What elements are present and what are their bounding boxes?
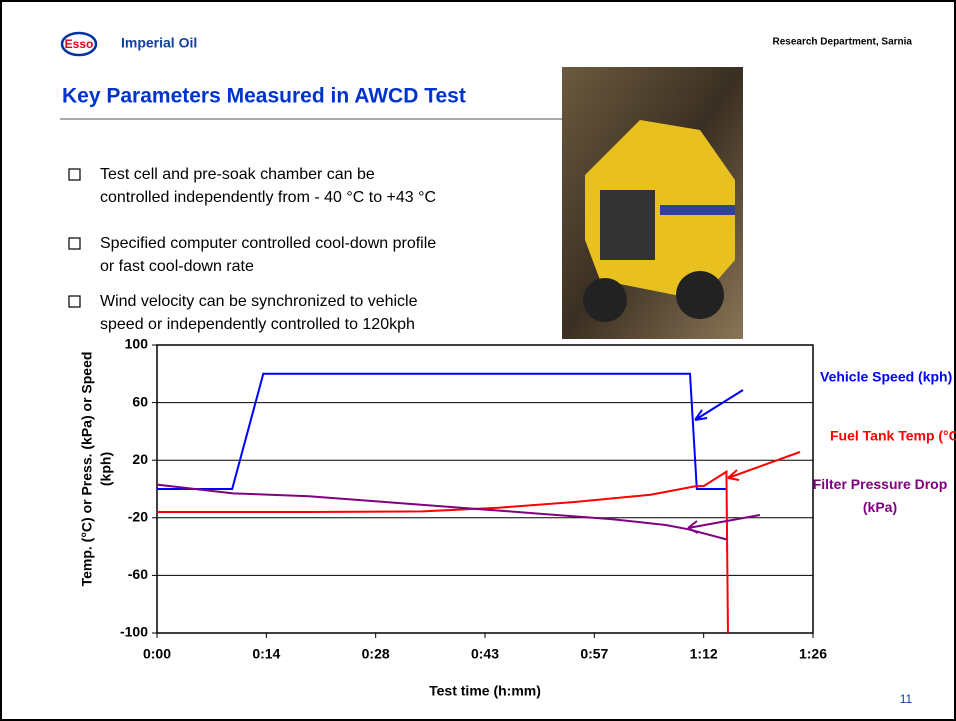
department: Research Department, Sarnia — [772, 37, 912, 48]
y-tick-label: 100 — [125, 336, 149, 352]
y-tick-label: -100 — [120, 624, 148, 640]
checkbox — [68, 168, 81, 181]
x-tick-label: 0:28 — [362, 646, 390, 662]
annotation-arrows — [687, 389, 801, 534]
x-axis-title: Test time (h:mm) — [429, 683, 541, 699]
bullet-text: speed or independently controlled to 120… — [100, 316, 415, 333]
chart: -100 -60 -20 20 60 100 0:00 0:14 0:28 0:43 0:57 1:1… — [79, 336, 956, 699]
y-tick-label: 60 — [132, 393, 148, 409]
legend-label: Vehicle Speed (kph) — [820, 369, 952, 385]
slide-title: Key Parameters Measured in AWCD Test — [62, 85, 466, 108]
series-line — [157, 469, 729, 634]
y-tick-label: -20 — [128, 509, 148, 525]
page-number: 11 — [900, 692, 913, 706]
y-axis-title: (kph) — [98, 452, 114, 486]
bullet-text: or fast cool-down rate — [100, 258, 254, 275]
checkbox — [68, 295, 81, 308]
x-tick-label: 0:43 — [471, 646, 499, 662]
bullet-text: Wind velocity can be synchronized to veh… — [100, 293, 418, 310]
x-tick-label: 0:00 — [143, 646, 171, 662]
legend-label: Fuel Tank Temp (°C) — [830, 428, 956, 444]
logo: Esso — [65, 37, 94, 51]
x-tick-label: 1:12 — [690, 646, 718, 662]
bullet-text: Specified computer controlled cool-down … — [100, 235, 436, 252]
company: Imperial Oil — [121, 35, 197, 51]
bullet-text: controlled independently from - 40 °C to… — [100, 189, 436, 206]
y-axis-title: Temp. (°C) or Press. (kPa) or Speed — [79, 352, 95, 587]
legend-label: Filter Pressure Drop (kPa) — [813, 476, 948, 515]
y-tick-label: -60 — [128, 566, 148, 582]
bullet-text: Test cell and pre-soak chamber can be — [100, 166, 375, 183]
logo-oval — [60, 31, 98, 57]
series-line — [157, 372, 728, 490]
y-tick-label: 20 — [132, 451, 148, 467]
x-tick-label: 0:57 — [580, 646, 608, 662]
series-line — [156, 483, 727, 541]
photo — [562, 67, 743, 339]
x-tick-label: 1:26 — [799, 646, 827, 662]
x-tick-label: 0:14 — [252, 646, 280, 662]
checkbox — [68, 237, 81, 250]
